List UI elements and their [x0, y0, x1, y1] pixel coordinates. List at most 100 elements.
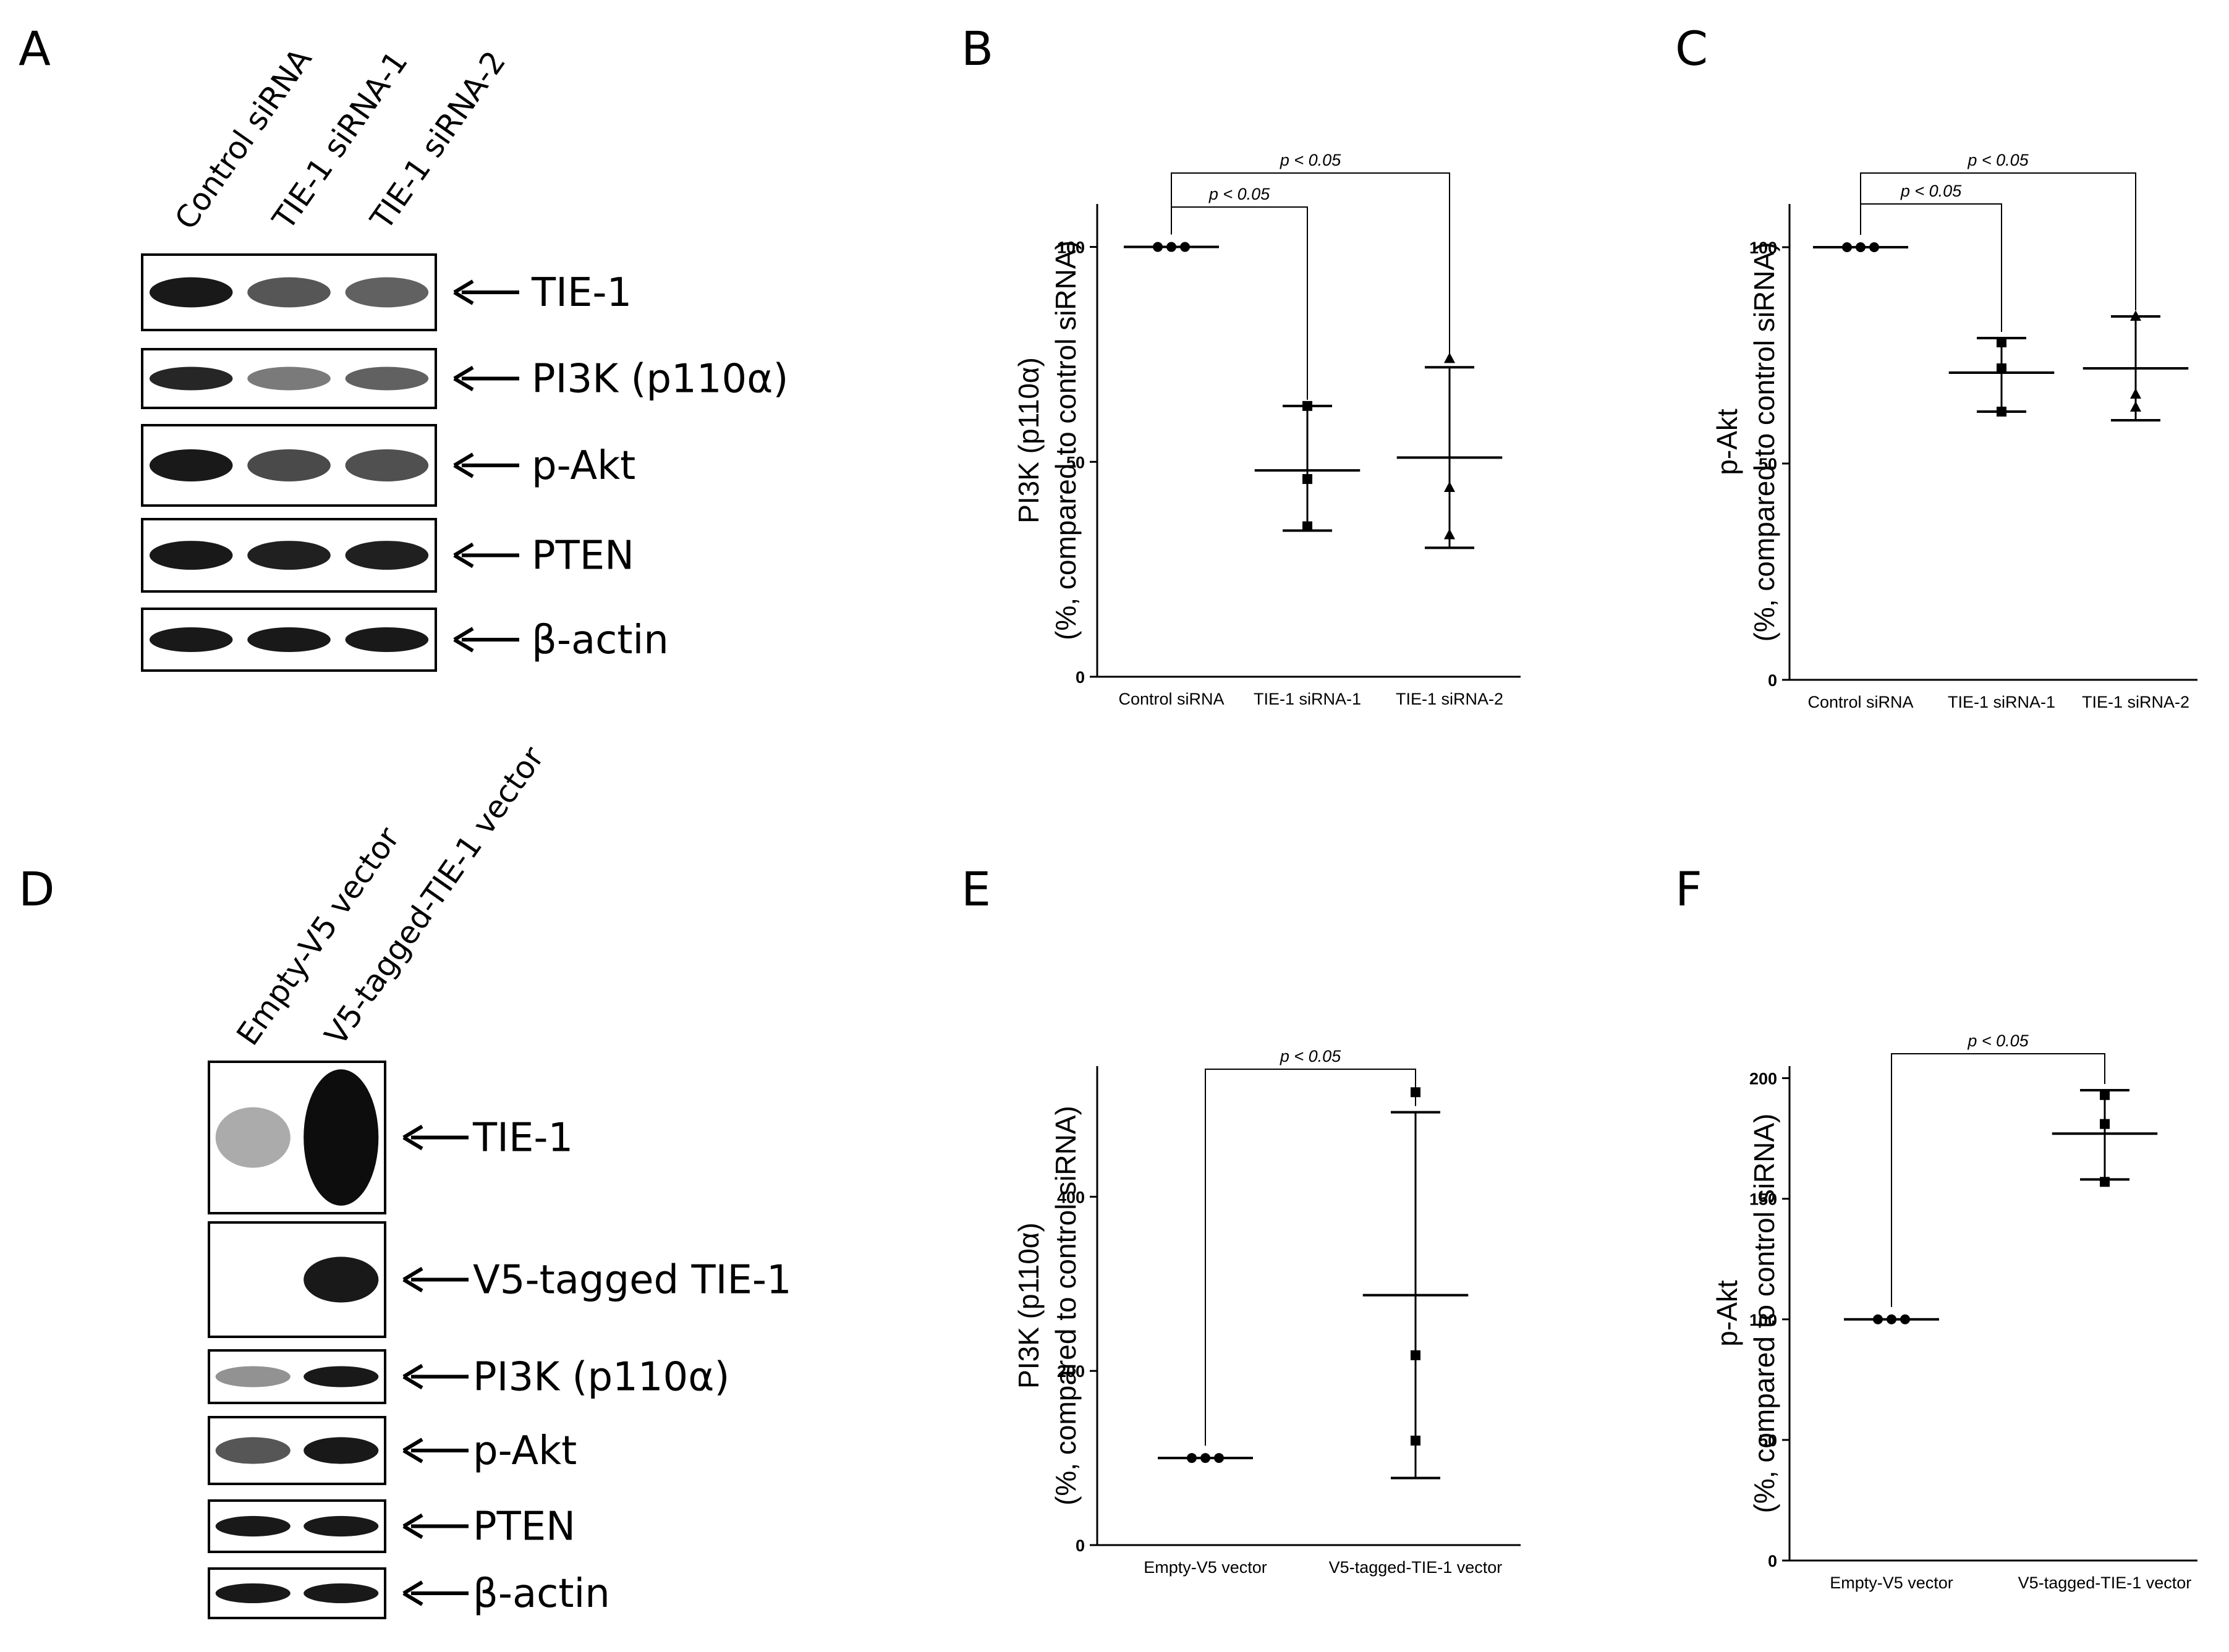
y-tick-label: 150	[1749, 1190, 1777, 1209]
panel-letter-b: B	[961, 21, 993, 76]
data-point	[1997, 363, 2006, 373]
blot-band	[149, 627, 233, 652]
band-label: TIE-1	[472, 1116, 573, 1161]
blot-band	[345, 541, 429, 570]
x-tick-label: Empty-V5 vector	[1144, 1558, 1267, 1577]
data-point	[1444, 481, 1455, 492]
band-label: p-Akt	[532, 443, 635, 489]
significance-bracket	[1860, 203, 2002, 332]
significance-label: p < 0.05	[1280, 1047, 1341, 1065]
y-tick-label: 0	[1768, 1552, 1777, 1570]
x-tick-label: TIE-1 siRNA-2	[2082, 693, 2189, 711]
arrowhead-icon	[402, 1438, 423, 1464]
scatter-chart-b: 0 50 100 PI3K (p110α) (%, compared to contro…	[1013, 151, 1521, 708]
y-tick-label: 0	[1768, 671, 1777, 690]
x-tick-label: TIE-1 siRNA-1	[1254, 690, 1361, 708]
x-tick-label: TIE-1 siRNA-1	[1948, 693, 2055, 711]
blot-band	[345, 627, 429, 652]
data-point	[1900, 1314, 1910, 1324]
data-point	[2130, 310, 2141, 321]
x-tick-label: Control siRNA	[1118, 690, 1224, 708]
y-axis-title: PI3K (p110α)	[1013, 357, 1045, 523]
data-point	[1200, 1453, 1210, 1464]
data-point	[2130, 388, 2141, 399]
data-point	[1411, 1350, 1420, 1360]
y-axis-title: p-Akt	[1711, 409, 1743, 475]
data-point	[1187, 1453, 1197, 1464]
arrowhead-icon	[453, 452, 474, 478]
data-point	[1166, 242, 1176, 252]
blot-band	[304, 1583, 379, 1603]
x-tick-label: Empty-V5 vector	[1830, 1574, 1953, 1592]
blot-band	[345, 277, 429, 308]
arrowhead-icon	[402, 1363, 423, 1390]
y-axis-title: PI3K (p110α)	[1013, 1222, 1045, 1389]
x-tick-label: V5-tagged-TIE-1 vector	[1329, 1558, 1503, 1577]
blot-band	[247, 627, 331, 652]
blot-band	[149, 449, 233, 481]
data-point	[1214, 1453, 1224, 1464]
data-point	[1411, 1435, 1420, 1446]
significance-label: p < 0.05	[1967, 1031, 2029, 1050]
blot-band	[304, 1515, 379, 1537]
data-point	[1997, 407, 2006, 417]
blot-band	[304, 1437, 379, 1464]
panel-letter-d: D	[19, 862, 55, 917]
data-point	[1153, 242, 1163, 252]
significance-label: p < 0.05	[1208, 185, 1270, 203]
data-point	[2100, 1177, 2110, 1187]
blot-band	[304, 1069, 379, 1206]
data-point	[2130, 401, 2141, 412]
y-tick-label: 50	[1066, 453, 1085, 472]
data-point	[2100, 1119, 2110, 1129]
data-point	[1887, 1314, 1896, 1324]
x-tick-label: V5-tagged-TIE-1 vector	[2018, 1574, 2192, 1592]
significance-bracket	[1860, 172, 2136, 310]
arrowhead-icon	[402, 1580, 423, 1606]
band-label: PTEN	[532, 533, 634, 579]
y-tick-label: 200	[1749, 1070, 1777, 1088]
panel-letters: A B C D E F	[19, 21, 1708, 917]
panel-letter-a: A	[19, 21, 51, 76]
band-label: V5-tagged TIE-1	[473, 1258, 792, 1303]
y-tick-label: 200	[1057, 1362, 1085, 1381]
blot-band	[247, 541, 331, 570]
y-tick-label: 100	[1057, 239, 1085, 257]
y-tick-label: 100	[1749, 1311, 1777, 1329]
blot-band	[215, 1366, 291, 1387]
arrowhead-icon	[402, 1513, 423, 1540]
y-axis-title: p-Akt	[1711, 1280, 1743, 1347]
blot-band	[215, 1107, 291, 1168]
arrowhead-icon	[453, 279, 474, 305]
band-label: PTEN	[473, 1504, 575, 1550]
significance-bracket	[1891, 1053, 2105, 1307]
data-point	[2100, 1090, 2110, 1100]
blot-band	[247, 277, 331, 308]
blot-band	[215, 1515, 291, 1537]
blot-band	[149, 541, 233, 570]
y-axis-subtitle: (%, compared to control siRNA)	[1050, 240, 1082, 640]
band-label: PI3K (p110α)	[473, 1355, 729, 1400]
data-point	[1869, 242, 1879, 252]
y-axis-subtitle: (%, compared to control siRNA)	[1748, 242, 1780, 642]
x-tick-label: TIE-1 siRNA-2	[1396, 690, 1503, 708]
data-point	[1842, 242, 1852, 252]
band-label: p-Akt	[473, 1428, 577, 1474]
y-tick-label: 100	[1749, 239, 1777, 257]
blot-band	[149, 366, 233, 391]
y-axis-subtitle: (%, compared to control siRNA)	[1050, 1106, 1082, 1506]
blot-band	[345, 449, 429, 481]
data-point	[1302, 400, 1312, 411]
data-point	[1444, 528, 1455, 540]
scatter-chart-f: 0 50 100 150 200 p-Akt (%, compared to control…	[1711, 1031, 2197, 1592]
scatter-chart-e: 0 200 400 PI3K (p110α) (%, compared to contr…	[1013, 1047, 1521, 1577]
arrowhead-icon	[402, 1124, 423, 1151]
blot-band	[345, 366, 429, 391]
lane-label: Empty-V5 vector	[230, 821, 407, 1052]
y-tick-label: 0	[1076, 668, 1085, 687]
significance-label: p < 0.05	[1900, 182, 1962, 200]
data-point	[1302, 474, 1312, 485]
arrowhead-icon	[453, 542, 474, 569]
